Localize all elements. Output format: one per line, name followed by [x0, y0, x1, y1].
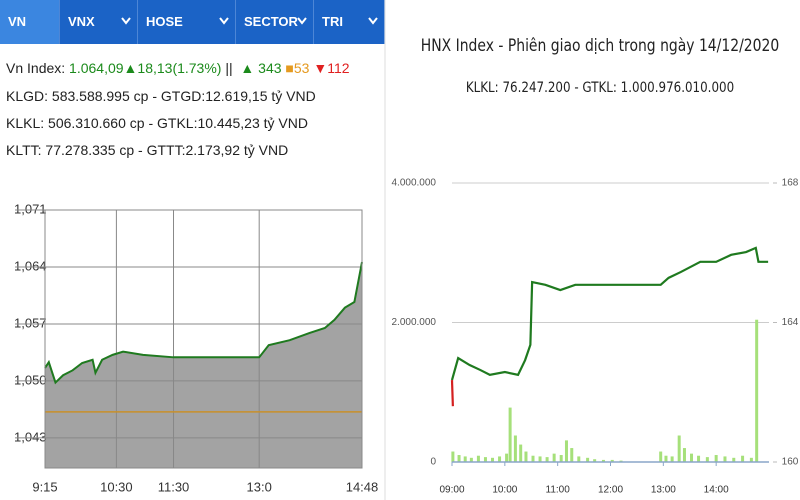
volume-bar — [531, 455, 535, 462]
y-tick-label: 1,057 — [14, 315, 47, 330]
volume-bar — [723, 456, 727, 462]
tab[interactable]: SECTOR — [236, 0, 314, 44]
volume-bar — [690, 453, 694, 462]
x-tick-label: 9:15 — [32, 479, 57, 494]
x-tick-label: 11:30 — [158, 479, 190, 494]
area — [45, 262, 362, 468]
volume-bar — [749, 457, 753, 462]
index-line — [450, 246, 769, 381]
x-tick-label: 11:00 — [546, 485, 571, 496]
info-line: KLGD: 583.588.995 cp - GTGD:12.619,15 tỷ… — [6, 88, 316, 104]
index-label: Vn Index: — [6, 60, 66, 76]
volume-bar — [664, 455, 668, 462]
volume-bar — [601, 459, 605, 462]
volume-bar — [457, 455, 461, 462]
x-tick-label: 10:30 — [100, 479, 133, 494]
chart-subtitle: KLKL: 76.247.200 - GTKL: 1.000.976.010.0… — [466, 80, 734, 96]
volume-bar — [714, 455, 718, 462]
volume-bar — [508, 407, 512, 462]
index-value: 1.064,09 — [69, 60, 124, 76]
volume-bar — [498, 456, 502, 462]
volume-bar — [564, 440, 568, 462]
volume-bar — [545, 457, 549, 462]
y-tick-label: 0 — [430, 457, 436, 468]
volume-bar — [519, 444, 523, 462]
tab[interactable]: VN INDEX — [0, 0, 60, 73]
volume-bar — [552, 453, 556, 462]
volume-bar — [670, 456, 674, 462]
volume-bar — [610, 459, 614, 462]
x-tick-label: 14:00 — [704, 485, 729, 496]
y-tick-label: 1,050 — [14, 372, 47, 387]
volume-bar — [463, 456, 467, 462]
info-line: KLTT: 77.278.335 cp - GTTT:2.173,92 tỷ V… — [6, 142, 289, 158]
tab-label: VNX — [68, 14, 95, 29]
tab[interactable]: HOSE — [138, 0, 236, 44]
tab-label: HOSE — [146, 14, 183, 29]
volume-bar — [538, 456, 542, 462]
volume-bar — [732, 457, 736, 462]
volume-bar — [741, 455, 745, 462]
tab-label: TRI — [322, 14, 343, 29]
volume-bar — [586, 457, 590, 462]
tab-label: SECTOR — [244, 14, 298, 29]
declines: ▼112 — [313, 60, 350, 76]
volume-bar — [570, 448, 574, 462]
y-tick-label: 4.000.000 — [392, 178, 437, 189]
tab-bar: VN INDEX VNX HOSE SECTOR TRI — [0, 0, 385, 73]
x-tick-label: 14:48 — [346, 479, 379, 494]
x-tick-label: 12:00 — [598, 485, 623, 496]
x-tick-label: 13:00 — [651, 485, 676, 496]
volume-bar — [451, 451, 455, 462]
index-line — [450, 380, 454, 407]
x-tick-label: 13:0 — [247, 479, 272, 494]
y-tick-label: 1,043 — [14, 429, 47, 444]
volume-bar — [559, 455, 563, 462]
y2-tick-label: 168 — [782, 178, 799, 189]
volume-bar — [593, 459, 597, 462]
volume-bar — [505, 453, 509, 462]
plot-frame — [44, 209, 363, 469]
line — [44, 261, 363, 385]
tab[interactable]: VNX — [60, 0, 138, 44]
info-line: KLKL: 506.310.660 cp - GTKL:10.445,23 tỷ… — [6, 115, 308, 131]
y2-tick-label: 160 — [782, 457, 799, 468]
volume-bar — [705, 457, 709, 462]
unchanged: ■53 — [285, 60, 310, 76]
advances: ▲ 343 — [240, 60, 282, 76]
volume-bar — [755, 319, 759, 462]
volume-bar — [524, 451, 528, 462]
volume-bar — [677, 435, 681, 462]
y-tick-label: 2.000.000 — [392, 317, 437, 328]
separator: || — [225, 60, 233, 76]
y-tick-label: 1,064 — [14, 258, 47, 273]
volume-bar — [513, 435, 517, 462]
chart-title: HNX Index - Phiên giao dịch trong ngày 1… — [421, 36, 779, 56]
volume-bar — [483, 457, 487, 462]
index-change: ▲18,13(1.73%) — [123, 60, 222, 76]
index-line: Vn Index: 1.064,09▲18,13(1.73%) || ▲ 343… — [6, 60, 350, 76]
x-tick-label: 10:00 — [492, 485, 517, 496]
volume-bar — [577, 456, 581, 462]
volume-bar — [697, 455, 701, 462]
volume-bar — [491, 457, 495, 462]
tab-label: VN INDEX — [8, 14, 48, 73]
volume-bar — [659, 451, 663, 462]
y-tick-label: 1,071 — [14, 201, 47, 216]
volume-bar — [469, 457, 473, 462]
x-tick-label: 09:00 — [439, 485, 464, 496]
y2-tick-label: 164 — [782, 317, 799, 328]
volume-bar — [682, 448, 686, 462]
volume-bar — [476, 455, 480, 462]
